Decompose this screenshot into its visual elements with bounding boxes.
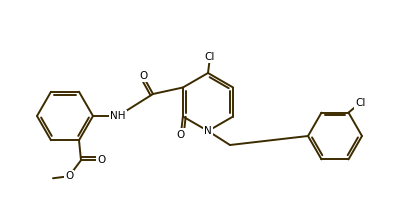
Text: O: O [65, 171, 73, 181]
Text: O: O [97, 155, 105, 165]
Text: O: O [177, 129, 185, 140]
Text: O: O [139, 71, 147, 81]
Text: Cl: Cl [355, 98, 366, 108]
Text: N: N [204, 126, 212, 136]
Text: NH: NH [110, 111, 126, 121]
Text: Cl: Cl [205, 52, 215, 62]
